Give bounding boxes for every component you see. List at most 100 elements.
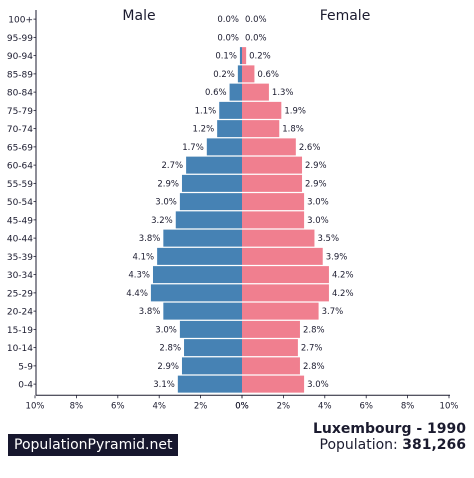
bars-group: 0.0% 0.0% 0.0% 0.0% 0.1% 0.2% 0.2% 0.6% 0.6% 1.3%… bbox=[126, 15, 354, 393]
age-group-label: 10-14 bbox=[7, 344, 33, 354]
male-bar bbox=[163, 302, 242, 320]
female-value-label: 2.8% bbox=[303, 362, 325, 372]
male-bar bbox=[219, 101, 242, 119]
female-value-label: 0.0% bbox=[245, 15, 267, 25]
male-value-label: 2.9% bbox=[157, 179, 179, 189]
x-tick-label-female: 0% bbox=[235, 401, 249, 411]
age-group-label: 85-89 bbox=[7, 70, 33, 80]
male-header: Male bbox=[122, 8, 155, 24]
female-bar bbox=[242, 302, 319, 320]
x-tick-label-female: 2% bbox=[277, 401, 291, 411]
male-value-label: 3.8% bbox=[139, 234, 161, 244]
male-bar bbox=[157, 247, 242, 265]
male-bar bbox=[152, 266, 242, 284]
female-value-label: 3.7% bbox=[322, 307, 344, 317]
female-bar bbox=[242, 193, 305, 211]
x-tick-label-male: 8% bbox=[70, 401, 84, 411]
x-tick-label-male: 2% bbox=[194, 401, 208, 411]
age-group-label: 0-4 bbox=[18, 381, 33, 391]
female-value-label: 3.5% bbox=[317, 234, 339, 244]
age-group-label: 15-19 bbox=[7, 326, 33, 336]
age-group-label: 5-9 bbox=[18, 362, 33, 372]
female-header: Female bbox=[320, 8, 371, 24]
country-year-title: Luxembourg - 1990 bbox=[312, 421, 466, 437]
male-value-label: 3.8% bbox=[139, 307, 161, 317]
female-bar bbox=[242, 229, 315, 247]
female-bar bbox=[242, 65, 255, 83]
age-group-label: 95-99 bbox=[7, 34, 33, 44]
age-group-label: 20-24 bbox=[7, 308, 33, 318]
male-bar bbox=[175, 211, 242, 229]
female-value-label: 1.3% bbox=[272, 88, 294, 98]
male-value-label: 2.9% bbox=[157, 362, 179, 372]
female-value-label: 2.7% bbox=[301, 344, 323, 354]
female-bar bbox=[242, 284, 329, 302]
male-value-label: 3.0% bbox=[155, 198, 177, 208]
female-bar bbox=[242, 357, 300, 375]
age-group-label: 65-69 bbox=[7, 143, 33, 153]
male-value-label: 0.0% bbox=[217, 33, 239, 43]
male-value-label: 1.2% bbox=[193, 125, 215, 135]
x-tick-label-female: 10% bbox=[440, 401, 459, 411]
age-group-label: 75-79 bbox=[7, 107, 33, 117]
female-bar bbox=[242, 266, 329, 284]
female-bar bbox=[242, 138, 296, 156]
female-bar bbox=[242, 174, 303, 192]
age-group-label: 100+ bbox=[8, 16, 33, 26]
population-pyramid-chart: Male Female 0.0% 0.0% 0.0% 0.0% 0.1% 0.2% 0.2%… bbox=[7, 8, 459, 411]
axes-group: 100+ 95-99 90-94 85-89 80-84 75-79 70-74 65-69 6… bbox=[7, 10, 459, 411]
female-bar bbox=[242, 47, 247, 65]
female-bar bbox=[242, 101, 282, 119]
female-bar bbox=[242, 339, 298, 357]
male-bar bbox=[237, 65, 242, 83]
male-value-label: 2.8% bbox=[159, 344, 181, 354]
male-value-label: 4.1% bbox=[133, 252, 155, 262]
x-tick-label-male: 4% bbox=[152, 401, 166, 411]
male-value-label: 1.7% bbox=[182, 143, 204, 153]
x-tick-label-male: 10% bbox=[26, 401, 45, 411]
male-value-label: 3.1% bbox=[153, 380, 175, 390]
male-bar bbox=[229, 83, 242, 101]
age-group-label: 90-94 bbox=[7, 52, 33, 62]
female-value-label: 4.2% bbox=[332, 289, 354, 299]
age-group-label: 50-54 bbox=[7, 198, 33, 208]
x-tick-label-male: 0% bbox=[235, 401, 249, 411]
x-tick-label-male: 6% bbox=[111, 401, 125, 411]
female-value-label: 0.2% bbox=[249, 52, 271, 62]
female-value-label: 0.0% bbox=[245, 33, 267, 43]
male-bar bbox=[177, 375, 242, 393]
female-value-label: 2.9% bbox=[305, 161, 327, 171]
age-group-label: 30-34 bbox=[7, 271, 33, 281]
age-group-label: 35-39 bbox=[7, 253, 33, 263]
female-value-label: 2.8% bbox=[303, 325, 325, 335]
female-value-label: 4.2% bbox=[332, 271, 354, 281]
age-group-label: 80-84 bbox=[7, 89, 33, 99]
female-value-label: 2.6% bbox=[299, 143, 321, 153]
female-bar bbox=[242, 320, 300, 338]
male-value-label: 3.0% bbox=[155, 325, 177, 335]
male-bar bbox=[239, 47, 242, 65]
female-value-label: 2.9% bbox=[305, 179, 327, 189]
age-group-label: 70-74 bbox=[7, 125, 33, 135]
male-value-label: 0.1% bbox=[215, 52, 237, 62]
female-value-label: 3.0% bbox=[307, 198, 329, 208]
male-bar bbox=[181, 357, 242, 375]
age-group-label: 60-64 bbox=[7, 162, 33, 172]
female-value-label: 3.0% bbox=[307, 216, 329, 226]
age-group-label: 25-29 bbox=[7, 289, 33, 299]
site-logo[interactable]: PopulationPyramid.net bbox=[8, 434, 179, 456]
male-bar bbox=[163, 229, 242, 247]
male-value-label: 2.7% bbox=[162, 161, 184, 171]
male-bar bbox=[181, 174, 242, 192]
age-group-label: 55-59 bbox=[7, 180, 33, 190]
male-bar bbox=[217, 120, 242, 138]
population-label: Population: bbox=[319, 437, 398, 453]
male-value-label: 0.6% bbox=[205, 88, 227, 98]
population-value: 381,266 bbox=[402, 437, 466, 453]
male-bar bbox=[184, 339, 242, 357]
male-value-label: 3.2% bbox=[151, 216, 173, 226]
female-bar bbox=[242, 120, 280, 138]
age-group-label: 40-44 bbox=[7, 235, 33, 245]
female-value-label: 1.8% bbox=[282, 125, 304, 135]
female-bar bbox=[242, 83, 269, 101]
